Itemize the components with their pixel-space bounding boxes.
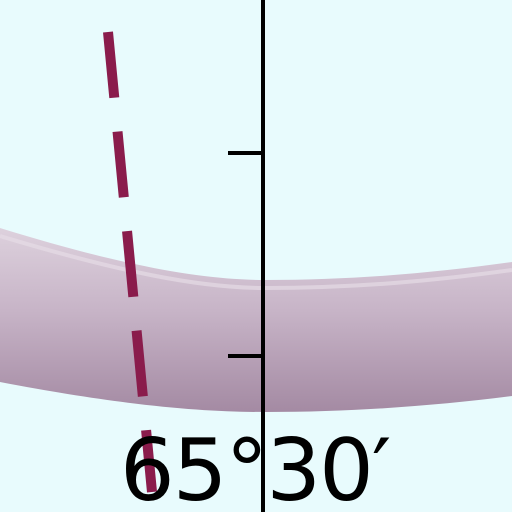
latitude-label: 65°30′ — [120, 421, 390, 512]
dashed-meridian-line — [103, 31, 157, 493]
